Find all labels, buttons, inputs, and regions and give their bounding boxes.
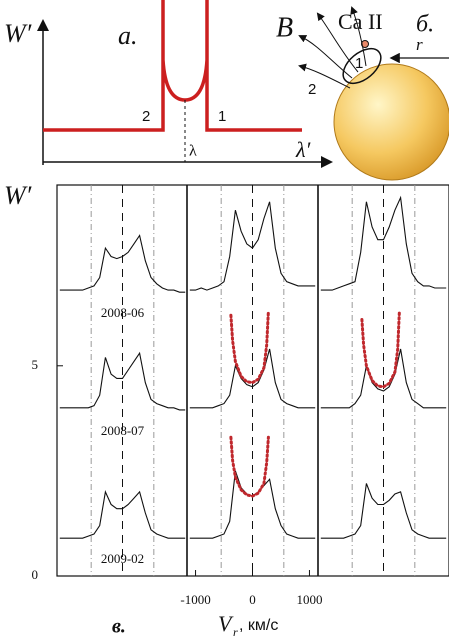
field-line xyxy=(350,6,367,67)
spectrum xyxy=(320,348,447,409)
field-label: B xyxy=(276,12,293,43)
ion xyxy=(361,40,369,48)
panel-label: в. xyxy=(112,616,126,638)
spectrum xyxy=(320,483,447,539)
star xyxy=(333,63,449,181)
ion-label: Ca II xyxy=(338,9,383,34)
panel-label: а. xyxy=(118,21,138,50)
panel-a: W′ а. λ′ 2 1 λ xyxy=(4,0,333,168)
model-curve xyxy=(229,309,270,385)
spectrum xyxy=(189,348,316,409)
mark: 1 xyxy=(218,108,226,125)
field-line xyxy=(316,12,359,73)
panel-label: б. xyxy=(416,12,434,38)
x-label: λ′ xyxy=(295,137,312,162)
panel-c: W′ в. V r , км/с 0 5 -1000 0 1000 2008-06 2008… xyxy=(4,181,449,638)
radius-label: r xyxy=(416,35,423,54)
field-line xyxy=(298,63,351,89)
mark: 2 xyxy=(142,108,150,125)
mark: 1 xyxy=(355,55,363,72)
spectrum xyxy=(320,195,447,291)
mark: 2 xyxy=(308,81,316,98)
x-label-sub: r xyxy=(233,625,238,638)
x-label: V xyxy=(218,611,234,636)
x-label-unit: , км/с xyxy=(239,617,278,634)
x-tick-label: -1000 xyxy=(180,592,210,607)
ring xyxy=(342,47,382,85)
profile-sketch xyxy=(43,0,302,132)
y-tick-label: 0 xyxy=(32,567,39,582)
spectrum xyxy=(59,351,186,411)
y-tick-label: 5 xyxy=(32,357,39,372)
x-tick-label: 1000 xyxy=(296,592,322,607)
x-tick-label: 0 xyxy=(249,592,256,607)
date-label: 2008-07 xyxy=(101,423,145,438)
field-line xyxy=(298,35,353,79)
spectrum xyxy=(189,201,316,291)
spectrum xyxy=(59,490,186,539)
date-label: 2008-06 xyxy=(101,305,145,320)
spectrum xyxy=(59,234,186,293)
panel-b: B Ca II б. r 1 2 xyxy=(276,6,449,181)
model-curve xyxy=(229,435,270,498)
mark: λ xyxy=(189,143,197,160)
date-label: 2009-02 xyxy=(101,551,144,566)
model-curve xyxy=(360,309,401,389)
y-label: W′ xyxy=(4,19,32,48)
y-label: W′ xyxy=(4,181,32,210)
